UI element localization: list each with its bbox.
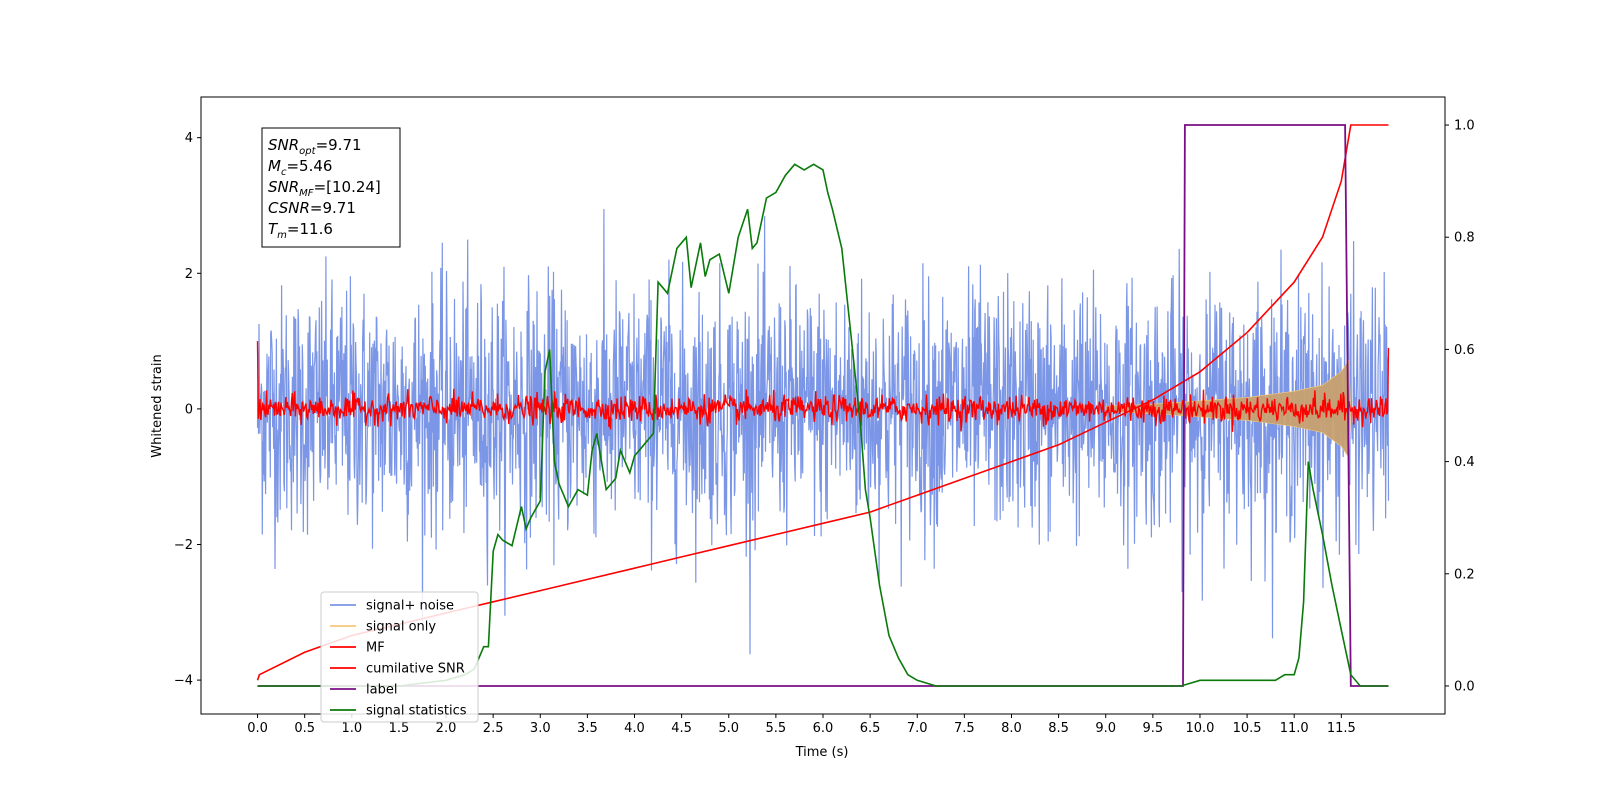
info-line: SNRMF=[10.24] xyxy=(268,178,381,199)
x-axis: 0.0 0.5 1.0 1.5 2.0 2.5 3.0 3.5 4.0 4.5 5.0 5.5 6.0 6… xyxy=(247,714,1356,736)
x-tick-label: 9.0 xyxy=(1095,721,1116,736)
y-right-tick-label: 0.2 xyxy=(1454,567,1475,582)
y-left-tick-label: −4 xyxy=(174,674,193,689)
x-tick-label: 2.5 xyxy=(483,721,504,736)
info-line: Tm=11.6 xyxy=(268,220,333,241)
legend-frame xyxy=(320,591,479,723)
x-tick-label: 6.0 xyxy=(813,721,834,736)
legend-label: label xyxy=(366,683,397,698)
series-signal-statistics xyxy=(257,163,1389,687)
x-tick-label: 2.0 xyxy=(436,721,457,736)
x-tick-label: 0.0 xyxy=(247,721,268,736)
legend-label: cumilative SNR xyxy=(366,662,465,677)
legend: signal+ noise signal only MF cumilative SNR… xyxy=(320,591,479,723)
y-axis-left: −4 −2 0 2 4 xyxy=(174,131,201,689)
y-right-tick-label: 0.0 xyxy=(1454,679,1475,694)
x-tick-label: 8.0 xyxy=(1001,721,1022,736)
x-tick-label: 6.5 xyxy=(860,721,881,736)
y-right-tick-label: 0.6 xyxy=(1454,343,1475,358)
x-tick-label: 1.0 xyxy=(341,721,362,736)
x-tick-label: 11.0 xyxy=(1280,721,1309,736)
x-tick-label: 4.0 xyxy=(624,721,645,736)
x-tick-label: 3.5 xyxy=(577,721,598,736)
x-tick-label: 9.5 xyxy=(1143,721,1164,736)
info-line: CSNR=9.71 xyxy=(268,199,356,217)
x-tick-label: 0.5 xyxy=(294,721,315,736)
y-left-tick-label: −2 xyxy=(174,538,193,553)
series-mf xyxy=(256,341,1390,432)
y-right-tick-label: 0.8 xyxy=(1454,231,1475,246)
legend-label: MF xyxy=(366,641,385,656)
x-tick-label: 7.0 xyxy=(907,721,928,736)
info-box: SNRopt=9.71Mc=5.46SNRMF=[10.24]CSNR=9.71… xyxy=(261,127,401,248)
legend-label: signal+ noise xyxy=(366,599,454,614)
y-right-tick-label: 1.0 xyxy=(1454,119,1475,134)
x-axis-label: Time (s) xyxy=(795,745,849,760)
x-tick-label: 5.0 xyxy=(718,721,739,736)
x-tick-label: 3.0 xyxy=(530,721,551,736)
x-tick-label: 8.5 xyxy=(1048,721,1069,736)
y-left-tick-label: 0 xyxy=(185,402,193,417)
y-left-tick-label: 2 xyxy=(185,267,193,282)
y-axis-label: Whitened strain xyxy=(150,354,165,457)
x-tick-label: 10.0 xyxy=(1185,721,1214,736)
info-line: SNRopt=9.71 xyxy=(268,136,362,157)
x-tick-label: 1.5 xyxy=(389,721,410,736)
x-tick-label: 4.5 xyxy=(671,721,692,736)
y-axis-right: 0.0 0.2 0.4 0.6 0.8 1.0 xyxy=(1445,119,1475,694)
x-tick-label: 10.5 xyxy=(1233,721,1262,736)
info-line: Mc=5.46 xyxy=(268,157,332,178)
info-box-frame xyxy=(261,127,401,248)
x-tick-label: 11.5 xyxy=(1327,721,1356,736)
y-left-tick-label: 4 xyxy=(185,131,193,146)
legend-label: signal only xyxy=(366,620,436,635)
x-tick-label: 5.5 xyxy=(766,721,787,736)
x-tick-label: 7.5 xyxy=(954,721,975,736)
legend-label: signal statistics xyxy=(366,704,467,719)
y-right-tick-label: 0.4 xyxy=(1454,455,1475,470)
